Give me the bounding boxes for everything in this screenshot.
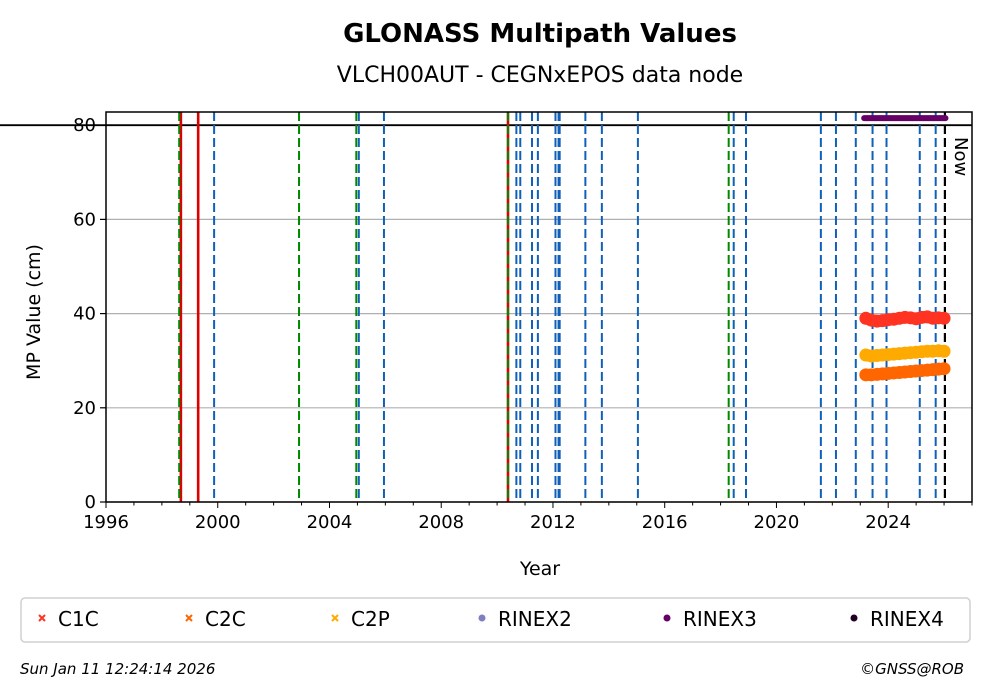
legend-dot-marker-icon (663, 614, 671, 622)
legend-label: C2P (351, 607, 390, 631)
y-tick-label: 0 (85, 492, 96, 513)
legend (20, 597, 971, 643)
legend-item-rinex3: RINEX3 (663, 607, 757, 631)
data-point (937, 344, 951, 358)
y-tick-label: 60 (73, 209, 96, 230)
series-c2p (859, 344, 951, 363)
legend-item-c2c: C2C (185, 607, 246, 631)
legend-dot-marker-icon (850, 614, 858, 622)
x-tick-label: 2000 (195, 512, 241, 533)
chart-subtitle: VLCH00AUT - CEGNxEPOS data node (337, 63, 743, 88)
legend-item-rinex4: RINEX4 (850, 607, 944, 631)
legend-item-rinex2: RINEX2 (478, 607, 572, 631)
data-point (937, 311, 951, 325)
legend-x-marker-icon (331, 614, 339, 622)
legend-label: RINEX2 (498, 607, 572, 631)
legend-label: C2C (205, 607, 246, 631)
y-axis-label: MP Value (cm) (23, 244, 45, 380)
legend-x-marker-icon (185, 614, 193, 622)
legend-label: RINEX4 (870, 607, 944, 631)
legend-entries: C1C C2C C2P RINEX2 RINEX3 RINEX4 (38, 607, 944, 631)
axes-frame (105, 111, 973, 503)
credit: ©GNSS@ROB (860, 660, 964, 678)
x-tick-label: 2004 (307, 512, 353, 533)
legend-label: RINEX3 (683, 607, 757, 631)
x-tick-label: 2024 (865, 512, 911, 533)
x-tick-label: 1996 (83, 512, 129, 533)
legend-item-c2p: C2P (331, 607, 390, 631)
y-tick-label: 80 (73, 115, 96, 136)
data-point (937, 362, 951, 376)
gridlines (0, 124, 972, 503)
legend-item-c1c: C1C (38, 607, 99, 631)
series-c1c (859, 310, 951, 328)
legend-dot-marker-icon (478, 614, 486, 622)
axis-ticks: 0 20 40 60 80 1996 2000 2004 2008 2012 2016 2020 202… (73, 115, 973, 533)
x-tick-label: 2020 (754, 512, 800, 533)
legend-x-marker-icon (38, 614, 46, 622)
timestamp: Sun Jan 11 12:24:14 2026 (20, 660, 215, 678)
y-tick-label: 40 (73, 304, 96, 325)
x-tick-label: 2016 (642, 512, 688, 533)
x-tick-label: 2008 (418, 512, 464, 533)
data-series (859, 115, 951, 382)
x-axis-label: Year (519, 558, 560, 580)
now-label: Now (950, 137, 971, 176)
series-c2c (859, 362, 951, 382)
x-tick-label: 2012 (530, 512, 576, 533)
chart-title: GLONASS Multipath Values (343, 19, 737, 49)
y-tick-label: 20 (73, 398, 96, 419)
event-lines (178, 112, 947, 502)
legend-label: C1C (58, 607, 99, 631)
